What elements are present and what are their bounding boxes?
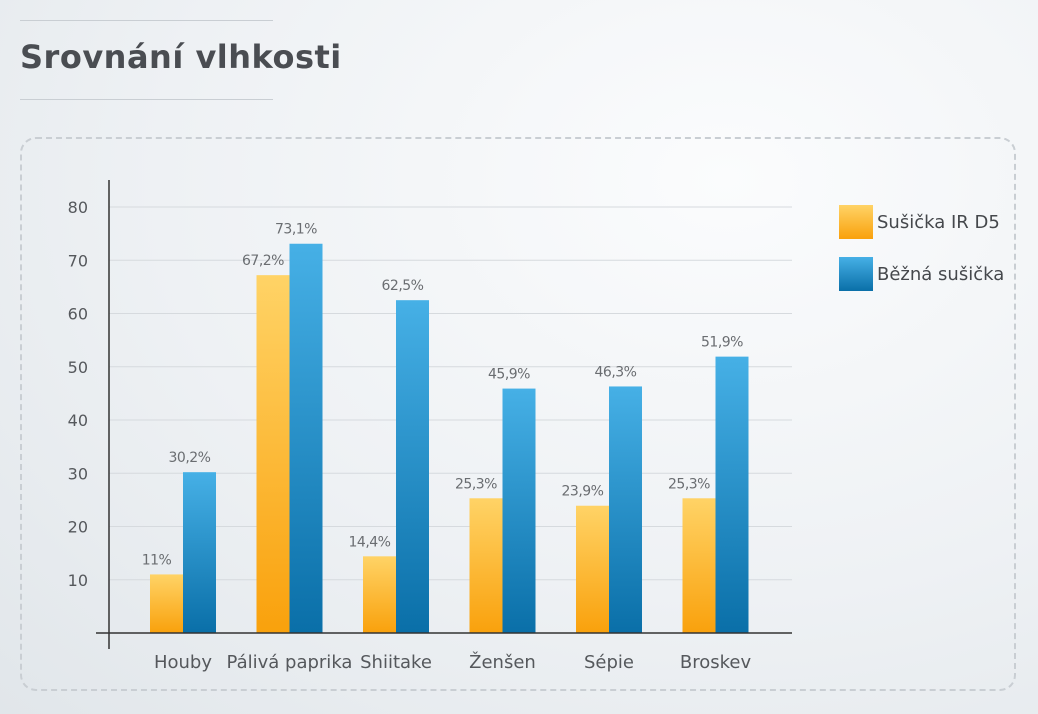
y-tick-label-60: 60	[68, 305, 88, 324]
value-label-bezna-4: 46,3%	[595, 364, 637, 380]
bar-ir-d5-1	[256, 275, 290, 633]
bar-bezna-4	[609, 386, 642, 633]
grid-lines	[109, 206, 792, 581]
x-tick-label-2: Shiitake	[360, 652, 432, 673]
value-label-ir-d5-3: 25,3%	[455, 476, 497, 492]
x-tick-label-0: Houby	[154, 652, 212, 673]
value-label-bezna-2: 62,5%	[382, 278, 424, 294]
x-tick-label-3: Ženšen	[469, 651, 536, 673]
value-label-bezna-5: 51,9%	[701, 335, 743, 351]
y-tick-label-50: 50	[68, 358, 88, 377]
y-tick-label-70: 70	[68, 251, 88, 270]
value-label-bezna-1: 73,1%	[275, 222, 317, 238]
bar-ir-d5-4	[576, 505, 609, 633]
labels: 10 20 30 40 50 60 70 80 11% 30,2% Houby 67,2% 73,1% P…	[68, 198, 752, 673]
legend-swatch-ir-d5	[839, 205, 873, 239]
legend-swatch-bezna	[839, 257, 873, 291]
page-title: Srovnání vlhkosti	[20, 38, 342, 76]
y-tick-label-20: 20	[68, 518, 88, 537]
value-label-ir-d5-4: 23,9%	[562, 484, 604, 500]
bar-bezna-3	[502, 388, 536, 633]
y-tick-label-40: 40	[68, 411, 88, 430]
value-label-bezna-0: 30,2%	[169, 450, 211, 466]
bar-ir-d5-0	[150, 574, 183, 633]
x-tick-label-5: Broskev	[680, 652, 752, 673]
title-rule-top	[20, 20, 273, 21]
legend-label-bezna: Běžná sušička	[877, 264, 1004, 285]
title-rule-bottom	[20, 99, 273, 100]
y-tick-label-10: 10	[68, 571, 88, 590]
x-tick-label-1: Pálivá paprika	[227, 652, 353, 673]
bar-ir-d5-2	[363, 556, 396, 633]
chart-panel	[20, 137, 1016, 691]
value-label-ir-d5-5: 25,3%	[668, 476, 710, 492]
value-label-bezna-3: 45,9%	[488, 367, 530, 383]
legend-label-ir-d5: Sušička IR D5	[877, 212, 1000, 233]
bar-bezna-0	[183, 472, 216, 633]
legend: Sušička IR D5 Běžná sušička	[839, 205, 1004, 291]
y-tick-label-80: 80	[68, 198, 88, 217]
bar-ir-d5-5	[682, 498, 716, 633]
y-tick-label-30: 30	[68, 464, 88, 483]
bar-bezna-2	[396, 300, 429, 633]
x-tick-label-4: Sépie	[584, 652, 634, 673]
bar-bezna-1	[289, 243, 323, 633]
bars	[150, 243, 749, 633]
value-label-ir-d5-1: 67,2%	[242, 253, 284, 269]
axes	[96, 180, 792, 649]
value-label-ir-d5-0: 11%	[142, 552, 172, 568]
bar-ir-d5-3	[469, 498, 503, 633]
value-label-ir-d5-2: 14,4%	[349, 534, 391, 550]
bar-bezna-5	[715, 356, 749, 633]
